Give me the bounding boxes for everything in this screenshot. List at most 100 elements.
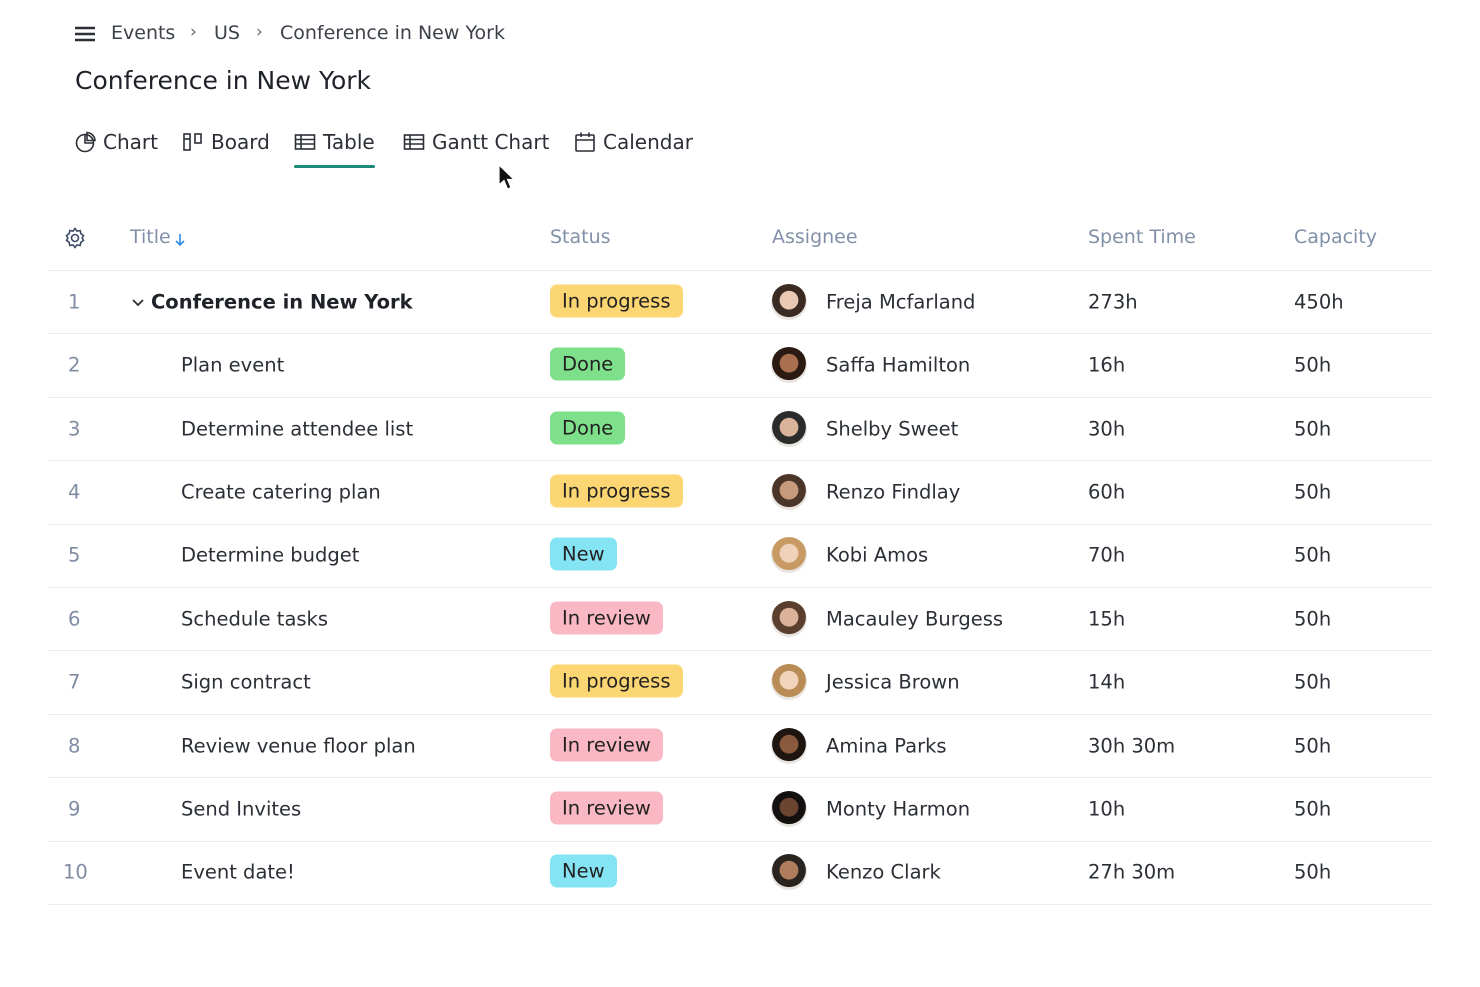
task-title[interactable]: Send Invites [181, 797, 302, 821]
row-number: 3 [68, 417, 81, 440]
task-title[interactable]: Create catering plan [181, 480, 381, 504]
row-divider [48, 523, 1432, 525]
task-title[interactable]: Review venue floor plan [181, 734, 416, 757]
tab-label: Calendar [603, 130, 693, 154]
capacity: 50h [1294, 353, 1332, 377]
status-badge[interactable]: In review [550, 601, 663, 635]
row-number: 1 [68, 290, 81, 314]
capacity: 50h [1294, 480, 1332, 504]
avatar [771, 537, 807, 574]
status-badge[interactable]: In review [550, 791, 663, 825]
task-title[interactable]: Sign contract [181, 670, 311, 694]
sort-arrow [175, 234, 185, 247]
active-tab-indicator [294, 165, 375, 168]
task-title[interactable]: Determine budget [181, 543, 360, 567]
tab[interactable]: Gantt Chart [403, 130, 549, 154]
column-header[interactable]: Status [550, 226, 611, 248]
row-number: 9 [68, 797, 81, 821]
tab-label: Gantt Chart [432, 130, 550, 154]
status-badge[interactable]: New [550, 537, 617, 571]
row-divider [48, 904, 1432, 905]
spent-time: 60h [1088, 480, 1126, 504]
status-badge[interactable]: Done [550, 411, 626, 444]
mouse-cursor [498, 164, 516, 190]
spent-time: 30h 30m [1088, 734, 1176, 757]
tab[interactable]: Table [294, 130, 375, 154]
menu-icon[interactable] [74, 25, 96, 43]
tab[interactable]: Chart [74, 130, 158, 154]
assignee-name: Jessica Brown [826, 670, 960, 694]
row-divider [48, 713, 1432, 715]
status-badge[interactable]: In progress [550, 284, 683, 318]
status-badge[interactable]: In progress [550, 664, 683, 698]
row-divider [48, 333, 1432, 335]
avatar [771, 790, 807, 827]
column-header[interactable]: Assignee [772, 226, 858, 248]
row-number: 7 [68, 670, 81, 694]
tab-label: Board [211, 130, 270, 154]
assignee-name: Renzo Findlay [826, 480, 961, 504]
assignee-name: Freja Mcfarland [826, 290, 976, 314]
breadcrumb[interactable]: US [214, 22, 240, 44]
avatar [771, 854, 807, 891]
assignee-name: Kenzo Clark [826, 860, 941, 884]
capacity: 50h [1294, 860, 1332, 884]
column-header[interactable]: Spent Time [1088, 226, 1196, 248]
task-title[interactable]: Schedule tasks [181, 607, 329, 631]
row-divider [48, 270, 1432, 271]
row-number: 6 [68, 607, 81, 631]
breadcrumb[interactable]: Conference in New York [280, 22, 505, 44]
assignee-name: Monty Harmon [826, 797, 971, 821]
row-number: 5 [68, 543, 81, 567]
row-divider [48, 840, 1432, 842]
expand-chevron[interactable] [131, 298, 145, 308]
spent-time: 16h [1088, 353, 1126, 377]
assignee-name: Shelby Sweet [826, 417, 959, 440]
assignee-name: Saffa Hamilton [826, 353, 971, 377]
tab-label: Chart [103, 130, 158, 154]
status-badge[interactable]: In progress [550, 474, 683, 508]
tab[interactable]: Board [182, 130, 270, 154]
breadcrumb[interactable]: Events [111, 22, 176, 44]
settings-icon[interactable] [63, 226, 87, 250]
capacity: 50h [1294, 607, 1332, 631]
avatar [771, 664, 807, 701]
capacity: 50h [1294, 797, 1332, 821]
separator: › [256, 22, 263, 42]
column-header[interactable]: Capacity [1294, 226, 1378, 248]
task-title[interactable]: Determine attendee list [181, 417, 414, 440]
capacity: 50h [1294, 670, 1332, 694]
capacity: 450h [1294, 290, 1344, 314]
capacity: 50h [1294, 543, 1332, 567]
task-title[interactable]: Plan event [181, 353, 285, 377]
avatar [771, 600, 807, 637]
spent-time: 30h [1088, 417, 1126, 440]
tab[interactable]: Calendar [574, 130, 693, 154]
column-header[interactable]: Title [130, 226, 171, 248]
avatar [771, 347, 807, 384]
spent-time: 273h [1088, 290, 1138, 314]
page-title: Conference in New York [75, 66, 372, 95]
spent-time: 27h 30m [1088, 860, 1176, 884]
avatar [771, 283, 807, 320]
row-divider [48, 460, 1432, 462]
row-number: 8 [68, 734, 81, 757]
assignee-name: Macauley Burgess [826, 607, 1004, 631]
row-number: 10 [63, 860, 88, 884]
assignee-name: Kobi Amos [826, 543, 929, 567]
capacity: 50h [1294, 417, 1332, 440]
row-divider [48, 396, 1432, 398]
row-number: 2 [68, 353, 81, 377]
status-badge[interactable]: In review [550, 728, 663, 761]
row-divider [48, 777, 1432, 779]
status-badge[interactable]: New [550, 854, 617, 888]
task-title[interactable]: Conference in New York [151, 290, 413, 314]
status-badge[interactable]: Done [550, 347, 626, 381]
avatar [771, 727, 807, 764]
task-title[interactable]: Event date! [181, 860, 295, 884]
row-number: 4 [68, 480, 81, 504]
avatar [771, 410, 807, 447]
row-divider [48, 587, 1432, 588]
